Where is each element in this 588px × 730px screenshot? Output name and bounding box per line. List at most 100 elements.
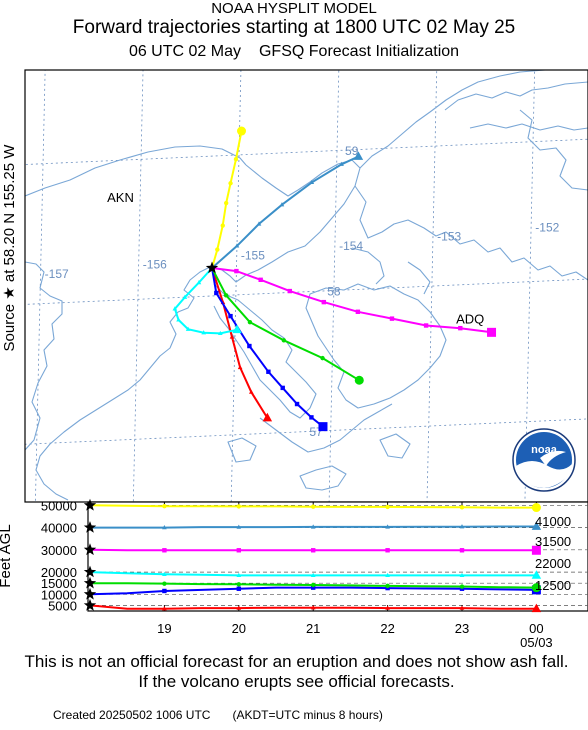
altitude-point [385,605,390,610]
trajectory-point [223,200,229,206]
x-tick-label: 23 [455,621,469,636]
longitude-label: -154 [339,239,363,253]
altitude-series-50000 [83,498,541,513]
trajectory-line [211,267,360,382]
y-tick-label: 30000 [41,543,77,558]
trajectory-point [287,288,293,294]
trajectory-circle-15000 [211,267,364,385]
place-labels: AKN ADQ [107,190,484,326]
right-altitude-label: 22000 [535,556,571,571]
trajectory-point [237,364,243,370]
meridian-line [132,70,144,502]
source-star-altitude [83,565,97,578]
trajectory-point [281,338,286,343]
altitude-series [83,498,542,613]
altitude-point [236,524,242,529]
timezone-note: (AKDT=UTC minus 8 hours) [232,708,383,722]
source-star-altitude [83,521,97,533]
trajectory-point [247,343,252,349]
source-location-label: Source ★ at 58.20 N 155.25 W [1,144,18,352]
altitude-point [459,605,465,610]
source-star-altitude [83,587,97,600]
altitude-point [236,586,241,591]
coast-south [227,403,411,491]
trajectory-point [294,401,300,407]
altitude-point [385,524,390,529]
longitude-label: -157 [45,267,69,281]
trajectory-endpoint [487,327,497,337]
coast-sw-mainland [35,265,213,501]
parallel-line [0,0,588,30]
altitude-point [385,585,390,591]
trajectory-point [228,313,233,319]
trajectory-point [309,179,315,185]
trajectory-point [234,243,240,248]
trajectory-triangle-40000 [211,151,364,269]
altitude-endpoint [531,583,541,593]
coast-peninsula-north [211,159,361,283]
forecast-subtitle: 06 UTC 02 May GFSQ Forecast Initializatio… [0,43,588,61]
source-star-altitude [83,498,97,511]
source-star-map [205,261,219,274]
altitude-point [311,582,316,588]
x-tick-label: 22 [380,621,394,636]
y-tick-label: 50000 [41,498,77,513]
coast-bay-east [354,185,588,281]
trajectory-point [389,316,395,321]
altitude-frame [87,501,588,612]
source-star-altitude [83,543,97,556]
trajectory-point [321,299,327,305]
trajectory-endpoint [232,324,242,334]
source-star-altitude [83,598,97,611]
trajectory-point [320,355,325,361]
longitude-label: -156 [143,258,167,272]
trajectory-point [201,330,207,335]
meridian-line [328,70,340,502]
place-label-adq: ADQ [456,312,484,327]
map-frame [25,70,588,502]
altitude-point [162,525,167,530]
trajectory-point [258,277,263,282]
altitude-series-20000 [83,565,542,579]
parallel-line [25,138,588,165]
altitude-point [459,584,465,589]
model-name: GFSQ Forecast Initialization [258,43,460,60]
logo-wave [516,461,572,488]
altitude-point [310,572,316,578]
x-tick-label: 19 [157,621,171,636]
latitude-label: 59 [345,144,359,158]
altitude-point [236,582,241,587]
altitude-point [162,588,167,594]
place-label-akn: AKN [107,190,134,205]
right-altitude-label: 31500 [535,534,571,549]
y-tick-label: 10000 [41,587,77,602]
source-star [205,261,219,274]
trajectory-endpoint [354,375,364,385]
trajectory-point [309,415,314,420]
trajectory-point [182,294,188,299]
trajectory-endpoint [353,151,364,160]
trajectory-point [185,326,191,331]
trajectory-endpoint [237,126,247,136]
parallel-line [25,418,588,445]
logo-gull [540,450,566,466]
trajectory-point [233,157,239,162]
trajectory-point [256,221,262,226]
meridian-line [230,70,242,502]
altitude-point [236,605,242,610]
altitude-point [236,572,242,578]
trajectory-square-30000 [211,267,497,337]
grid-labels: -157-156-155-154-153-152-151595857 [45,144,560,439]
longitude-label: -155 [241,248,265,262]
x-tick-label: 21 [306,621,320,636]
altitude-point [311,548,316,553]
trajectory-point [214,290,219,296]
trajectory-point [355,309,361,314]
altitude-point [162,548,167,553]
altitude-point [459,524,465,529]
altitude-point [310,524,316,529]
init-time: 06 UTC 02 May [128,43,241,60]
x-tick-label: 20 [232,621,246,636]
